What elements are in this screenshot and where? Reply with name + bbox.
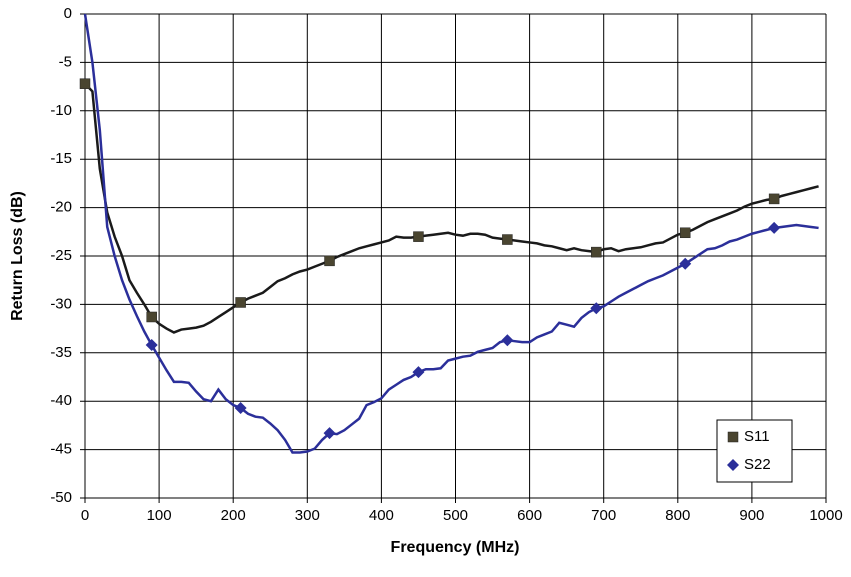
y-tick-label: -20 [50,199,72,216]
data-point [412,366,425,379]
y-tick-label: -50 [50,489,72,506]
data-point [679,257,692,270]
x-tick-label: 0 [81,507,89,524]
y-tick-label: -30 [50,295,72,312]
x-tick-label: 400 [369,507,394,524]
y-tick-label: -5 [59,53,72,70]
y-tick-label: -10 [50,102,72,119]
x-tick-label: 800 [665,507,690,524]
legend-marker [727,459,739,471]
x-tick-label: 300 [295,507,320,524]
data-point [501,334,514,347]
legend-label: S22 [744,456,771,473]
series-line [84,82,819,334]
y-tick-label: -25 [50,247,72,264]
data-point [79,78,91,89]
x-axis-title: Frequency (MHz) [391,539,520,556]
x-tick-label: 100 [147,507,172,524]
legend-label: S11 [744,428,770,445]
data-point [146,311,157,323]
data-point [768,221,781,234]
data-point [502,234,513,245]
y-tick-label: -40 [50,392,72,409]
x-tick-label: 500 [443,507,468,524]
y-axis-title: Return Loss (dB) [9,191,26,321]
x-tick-label: 1000 [809,507,842,524]
data-point [768,193,780,205]
data-point [413,231,424,242]
data-point [591,246,602,258]
y-tick-label: 0 [64,5,72,22]
y-tick-label: -45 [50,441,72,458]
data-point [323,427,336,440]
y-tick-label: -35 [50,344,72,361]
data-point [234,401,247,414]
data-point [324,255,335,267]
legend-marker [727,431,739,443]
y-tick-label: -15 [50,150,72,167]
x-tick-label: 600 [517,507,542,524]
x-tick-label: 900 [739,507,764,524]
data-point [679,227,691,239]
data-point [145,339,158,352]
legend-box [716,419,793,483]
x-tick-label: 700 [591,507,616,524]
series-line [83,13,819,454]
data-point [235,297,246,308]
x-tick-label: 200 [221,507,246,524]
data-point [590,302,603,315]
